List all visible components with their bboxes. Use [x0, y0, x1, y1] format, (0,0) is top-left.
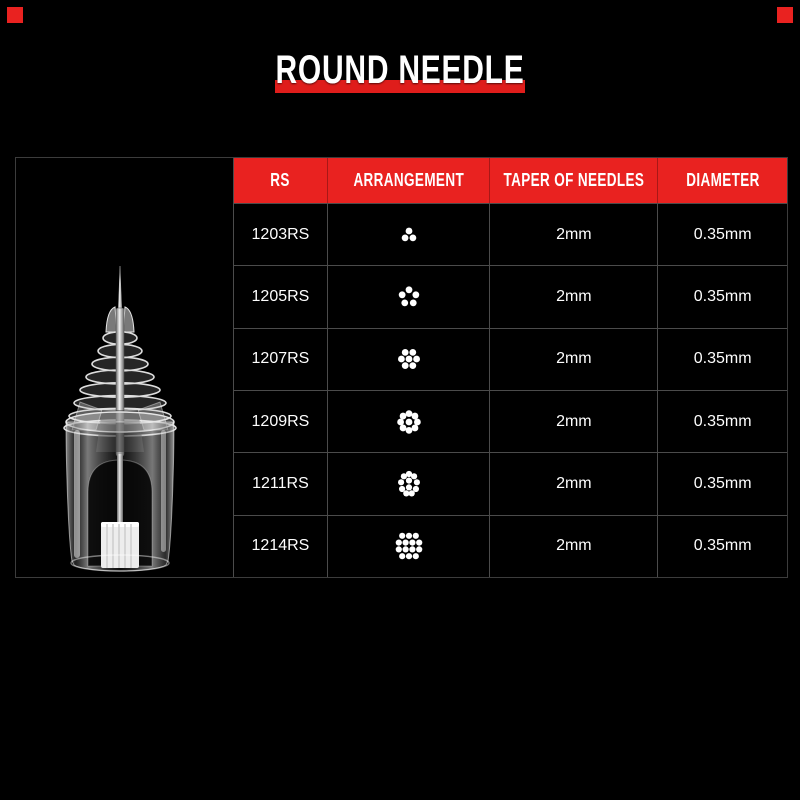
- needle-arrangement-icon: [391, 528, 427, 564]
- diameter-value: 0.35mm: [657, 515, 787, 577]
- table-row: 1205RS 2mm 0.35mm: [234, 265, 787, 328]
- diameter-value: 0.35mm: [657, 266, 787, 328]
- col-header-arrangement-label: ARRANGEMENT: [353, 170, 464, 190]
- col-header-rs: RS: [234, 158, 327, 203]
- table-row: 1209RS 2mm 0.35mm: [234, 389, 787, 453]
- needle-arrangement-icon: [391, 341, 427, 377]
- taper-value: 2mm: [489, 328, 657, 390]
- col-header-taper-label: TAPER OF NEEDLES: [503, 170, 645, 190]
- col-header-taper: TAPER OF NEEDLES: [489, 158, 657, 203]
- rs-code: 1211RS: [252, 474, 309, 492]
- rs-code: 1203RS: [251, 225, 310, 243]
- taper-value: 2mm: [489, 390, 657, 453]
- arrangement-cell: [326, 328, 489, 390]
- needle-arrangement-icon: [391, 279, 427, 315]
- diameter-value: 0.35mm: [657, 204, 787, 266]
- table-row: 1203RS 2mm 0.35mm: [234, 203, 787, 266]
- taper-value: 2mm: [489, 515, 657, 577]
- product-photo: [16, 158, 234, 577]
- corner-accent-left-icon: [7, 7, 23, 23]
- table-row: 1207RS 2mm 0.35mm: [234, 327, 787, 390]
- page-title: ROUND NEEDLE: [275, 48, 525, 92]
- arrangement-cell: [326, 266, 489, 328]
- diameter-value: 0.35mm: [657, 328, 787, 390]
- arrangement-cell: [326, 515, 489, 577]
- needle-arrangement-icon: [391, 217, 427, 253]
- col-header-diameter: DIAMETER: [657, 158, 787, 203]
- table-row: 1211RS 2mm 0.35mm: [234, 452, 787, 515]
- table-header-row: RS ARRANGEMENT TAPER OF NEEDLES DIAMETER: [234, 158, 787, 203]
- spec-table: RS ARRANGEMENT TAPER OF NEEDLES DIAMETER…: [234, 158, 787, 577]
- rs-code: 1214RS: [251, 537, 310, 555]
- rs-code: 1205RS: [251, 287, 310, 305]
- taper-value: 2mm: [489, 204, 657, 266]
- rs-code: 1207RS: [251, 350, 310, 368]
- col-header-diameter-label: DIAMETER: [685, 170, 760, 190]
- spec-panel: RS ARRANGEMENT TAPER OF NEEDLES DIAMETER…: [15, 157, 788, 578]
- arrangement-cell: [326, 390, 489, 453]
- needle-arrangement-icon: [391, 466, 427, 502]
- needle-cartridge-illustration: [63, 265, 177, 572]
- arrangement-cell: [326, 453, 489, 515]
- needle-arrangement-icon: [391, 404, 427, 440]
- taper-value: 2mm: [489, 266, 657, 328]
- taper-value: 2mm: [489, 453, 657, 515]
- diameter-value: 0.35mm: [657, 453, 787, 515]
- title-underline-bar: [275, 80, 525, 93]
- table-row: 1214RS 2mm 0.35mm: [234, 514, 787, 577]
- col-header-rs-label: RS: [270, 170, 291, 190]
- rs-code: 1209RS: [251, 412, 310, 430]
- table-body: 1203RS 2mm 0.35mm 1205RS 2mm 0.35mm 1207…: [234, 203, 787, 577]
- diameter-value: 0.35mm: [657, 390, 787, 453]
- arrangement-cell: [326, 204, 489, 266]
- corner-accent-right-icon: [777, 7, 793, 23]
- col-header-arrangement: ARRANGEMENT: [326, 158, 489, 203]
- title-banner: ROUND NEEDLE: [0, 0, 800, 120]
